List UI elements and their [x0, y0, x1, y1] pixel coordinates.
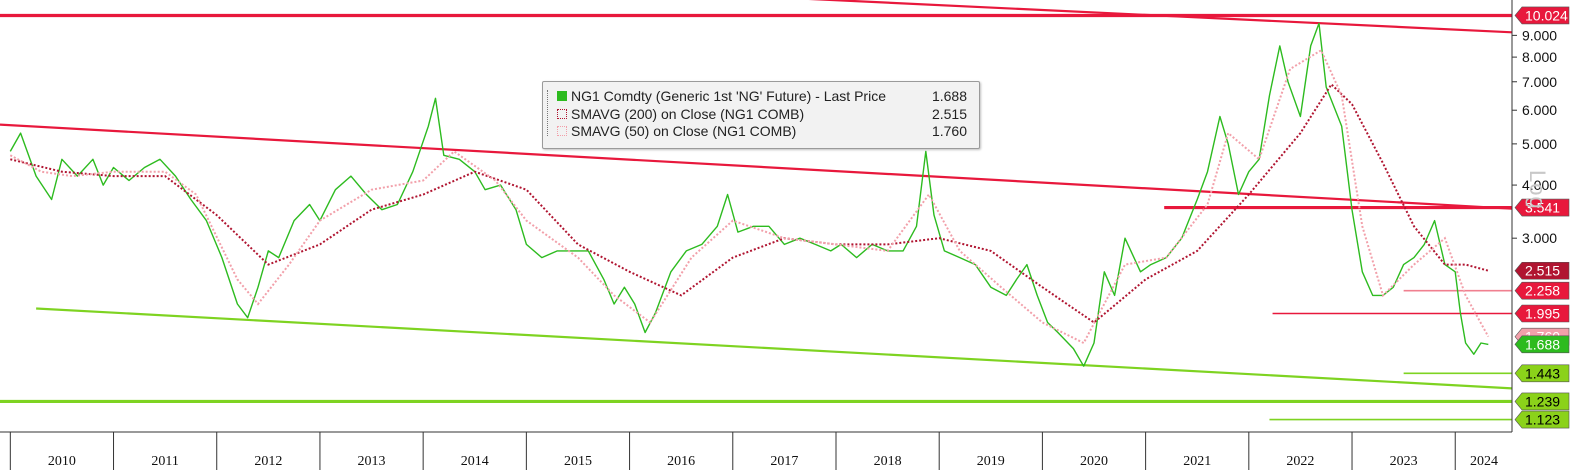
legend-swatch-sma50 [557, 126, 567, 136]
value-tag-label: 3.541 [1525, 200, 1560, 216]
x-tick-label: 2016 [667, 454, 695, 469]
trend-line [808, 0, 1513, 34]
legend-label: SMAVG (200) on Close (NG1 COMB) [571, 106, 805, 122]
x-tick-label: 2019 [977, 454, 1005, 469]
value-tag-label: 2.515 [1525, 263, 1560, 279]
x-tick-label: 2010 [48, 454, 76, 469]
value-tag: 2.515 [1514, 261, 1570, 280]
value-tag-label: 1.995 [1525, 306, 1560, 322]
value-tag-shape [1514, 364, 1570, 383]
y-tick-label: 9.000 [1522, 27, 1557, 43]
legend-label: SMAVG (50) on Close (NG1 COMB) [571, 123, 797, 139]
x-tick-label: 2013 [358, 454, 386, 469]
value-tag-label: 1.239 [1525, 393, 1560, 409]
price-series-line [9, 22, 1489, 367]
trend-line [0, 123, 1513, 210]
value-tag-shape [1514, 261, 1570, 280]
x-tick-label: 2014 [461, 454, 489, 469]
x-tick-label: 2015 [564, 454, 592, 469]
value-tag: 1.995 [1514, 304, 1570, 323]
x-tick-label: 2021 [1183, 454, 1211, 469]
legend-value: 2.515 [931, 106, 967, 122]
y-tick-label: 6.000 [1522, 102, 1557, 118]
x-tick-label: 2024 [1470, 454, 1498, 469]
x-tick-label: 2017 [770, 454, 798, 469]
value-tag-shape [1514, 304, 1570, 323]
y-tick-label: 5.000 [1522, 136, 1557, 152]
y-tick-label: 3.000 [1522, 230, 1557, 246]
legend-entry-sma50[interactable]: SMAVG (50) on Close (NG1 COMB) 1.760 [551, 123, 973, 140]
x-tick-label: 2020 [1080, 454, 1108, 469]
legend-entry-price[interactable]: NG1 Comdty (Generic 1st 'NG' Future) - L… [551, 88, 973, 105]
value-tag-shape [1514, 198, 1570, 217]
value-tag-shape [1514, 281, 1570, 300]
trend-line [36, 307, 1513, 390]
value-tag: 1.123 [1514, 410, 1570, 429]
y-tick-label: 7.000 [1522, 74, 1557, 90]
value-tag: 10.024 [1514, 6, 1570, 25]
legend: NG1 Comdty (Generic 1st 'NG' Future) - L… [542, 81, 980, 149]
x-tick-label: 2018 [874, 454, 902, 469]
series-lines [9, 22, 1490, 367]
value-tag-label: 2.258 [1525, 283, 1560, 299]
x-tick-label: 2011 [151, 454, 178, 469]
legend-value: 1.760 [931, 123, 967, 139]
value-tag-shape [1514, 392, 1570, 411]
value-tag: 3.541 [1514, 198, 1570, 217]
legend-tree-connector [547, 90, 554, 136]
legend-entry-sma200[interactable]: SMAVG (200) on Close (NG1 COMB) 2.515 [551, 106, 973, 123]
legend-value: 1.688 [931, 88, 967, 104]
value-tag: 1.443 [1514, 364, 1570, 383]
scale-caption: Log [1525, 170, 1550, 210]
x-tick-label: 2023 [1390, 454, 1418, 469]
legend-swatch-sma200 [557, 109, 567, 119]
y-tick-label: 4.000 [1522, 177, 1557, 193]
value-tag: 2.258 [1514, 281, 1570, 300]
value-tag: 1.688 [1514, 335, 1570, 354]
x-tick-label: 2022 [1286, 454, 1314, 469]
y-tick-label: 8.000 [1522, 49, 1557, 65]
value-tag-label: 1.123 [1525, 412, 1560, 428]
annotation-lines [0, 0, 1513, 421]
value-tag-label: 1.443 [1525, 365, 1560, 381]
value-tag-label: 10.024 [1525, 7, 1568, 23]
value-tags: 10.0243.5412.5152.2581.9951.7601.6881.44… [1514, 6, 1570, 429]
value-tag: 1.239 [1514, 392, 1570, 411]
value-tag-shape [1514, 6, 1570, 25]
value-tag-label: 1.688 [1525, 336, 1560, 352]
x-tick-label: 2012 [254, 454, 282, 469]
legend-swatch-price [557, 91, 567, 101]
legend-label: NG1 Comdty (Generic 1st 'NG' Future) - L… [571, 88, 886, 104]
value-tag-shape [1514, 335, 1570, 354]
value-tag-shape [1514, 410, 1570, 429]
